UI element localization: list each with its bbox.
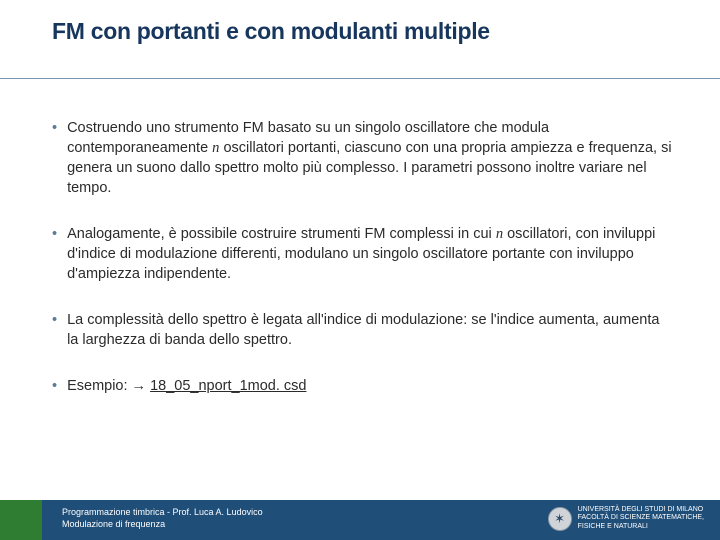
- slide: FM con portanti e con modulanti multiple…: [0, 0, 720, 540]
- text-fragment: Esempio: →: [67, 378, 150, 394]
- uni-name-line: FACOLTÀ DI SCIENZE MATEMATICHE,: [578, 514, 704, 522]
- bullet-text: Analogamente, è possibile costruire stru…: [67, 224, 672, 284]
- bullet-text: La complessità dello spettro è legata al…: [67, 310, 672, 350]
- bullet-marker-icon: •: [52, 118, 57, 198]
- bullet-item: • La complessità dello spettro è legata …: [52, 310, 672, 350]
- bullet-marker-icon: •: [52, 224, 57, 284]
- university-logo: ✶ UNIVERSITÀ DEGLI STUDI DI MILANO FACOL…: [548, 506, 704, 531]
- bullet-item: • Analogamente, è possibile costruire st…: [52, 224, 672, 284]
- bullet-marker-icon: •: [52, 310, 57, 350]
- footer: Programmazione timbrica - Prof. Luca A. …: [0, 500, 720, 540]
- bullet-text: Esempio: → 18_05_nport_1mod. csd: [67, 376, 672, 396]
- footer-text: Programmazione timbrica - Prof. Luca A. …: [62, 506, 263, 530]
- uni-name-line: FISICHE E NATURALI: [578, 523, 704, 531]
- footer-line: Programmazione timbrica - Prof. Luca A. …: [62, 506, 263, 518]
- footer-line: Modulazione di frequenza: [62, 518, 263, 530]
- bullet-text: Costruendo uno strumento FM basato su un…: [67, 118, 672, 198]
- footer-accent: [0, 500, 42, 540]
- title-underline: [0, 78, 720, 79]
- bullet-item: • Esempio: → 18_05_nport_1mod. csd: [52, 376, 672, 396]
- slide-title: FM con portanti e con modulanti multiple: [52, 18, 720, 45]
- bullet-item: • Costruendo uno strumento FM basato su …: [52, 118, 672, 198]
- logo-seal-icon: ✶: [548, 507, 572, 531]
- text-fragment: Analogamente, è possibile costruire stru…: [67, 226, 496, 242]
- title-area: FM con portanti e con modulanti multiple: [0, 0, 720, 45]
- logo-text: UNIVERSITÀ DEGLI STUDI DI MILANO FACOLTÀ…: [578, 506, 704, 531]
- bullet-marker-icon: •: [52, 376, 57, 396]
- example-file-link: 18_05_nport_1mod. csd: [150, 378, 306, 394]
- content-area: • Costruendo uno strumento FM basato su …: [52, 118, 672, 422]
- italic-n: n: [496, 226, 503, 242]
